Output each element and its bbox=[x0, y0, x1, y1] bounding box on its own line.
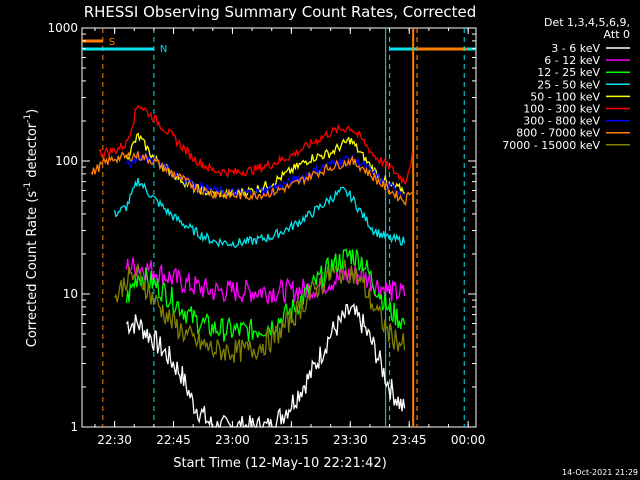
footer-date: 14-Oct-2021 21:29 bbox=[562, 468, 638, 477]
series-line-7 bbox=[90, 151, 413, 207]
legend-label-2: 12 - 25 keV bbox=[537, 66, 600, 79]
series-line-6 bbox=[125, 151, 405, 199]
marker-label-1: N bbox=[160, 44, 167, 55]
legend-header-line-1: Det 1,3,4,5,6,9, bbox=[544, 16, 630, 29]
marker-label-0: S bbox=[109, 37, 115, 48]
y-axis-label-sup2: -1 bbox=[23, 114, 33, 123]
legend-label-8: 7000 - 15000 keV bbox=[502, 139, 600, 152]
series-line-2 bbox=[125, 248, 406, 342]
plot-frame bbox=[81, 27, 477, 428]
axes: 22:30 22:45 23:00 23:15 23:30 23:45 00:00 1 10 10… bbox=[47, 21, 485, 447]
legend-label-0: 3 - 6 keV bbox=[551, 42, 600, 55]
series-line-8 bbox=[114, 259, 406, 363]
y-tick-label-0: 1 bbox=[70, 420, 78, 434]
legend-label-3: 25 - 50 keV bbox=[537, 78, 600, 91]
series-group bbox=[90, 104, 413, 428]
chart-title: RHESSI Observing Summary Count Rates, Co… bbox=[84, 3, 477, 21]
y-axis-label-main: Corrected Count Rate (s bbox=[25, 191, 40, 348]
series-line-3 bbox=[113, 177, 406, 249]
legend-label-7: 800 - 7000 keV bbox=[516, 127, 600, 140]
legend-label-4: 50 - 100 keV bbox=[530, 90, 600, 103]
x-tick-label-2: 23:00 bbox=[215, 433, 250, 447]
y-tick-label-2: 100 bbox=[55, 154, 78, 168]
y-axis-label-sup1: -1 bbox=[23, 182, 33, 191]
y-axis-label: Corrected Count Rate (s-1 detector-1) bbox=[23, 109, 40, 347]
x-tick-label-3: 23:15 bbox=[274, 433, 309, 447]
legend-label-6: 300 - 800 keV bbox=[523, 115, 600, 128]
x-tick-label-1: 22:45 bbox=[156, 433, 191, 447]
x-tick-label-4: 23:30 bbox=[333, 433, 368, 447]
x-tick-label-5: 23:45 bbox=[392, 433, 427, 447]
y-axis-label-end: ) bbox=[25, 109, 40, 114]
legend-label-1: 6 - 12 keV bbox=[544, 54, 600, 67]
series-line-0 bbox=[125, 303, 406, 428]
y-tick-label-3: 1000 bbox=[47, 21, 78, 35]
x-tick-label-6: 00:00 bbox=[451, 433, 486, 447]
y-tick-label-1: 10 bbox=[63, 287, 78, 301]
legend-label-5: 100 - 300 keV bbox=[523, 103, 600, 116]
x-tick-label-0: 22:30 bbox=[97, 433, 132, 447]
y-axis-label-mid: detector bbox=[25, 122, 40, 182]
series-line-1 bbox=[125, 257, 406, 306]
series-line-5 bbox=[98, 104, 413, 185]
legend-header-line-2: Att 0 bbox=[604, 28, 630, 41]
x-axis-label: Start Time (12-May-10 22:21:42) bbox=[173, 456, 387, 471]
